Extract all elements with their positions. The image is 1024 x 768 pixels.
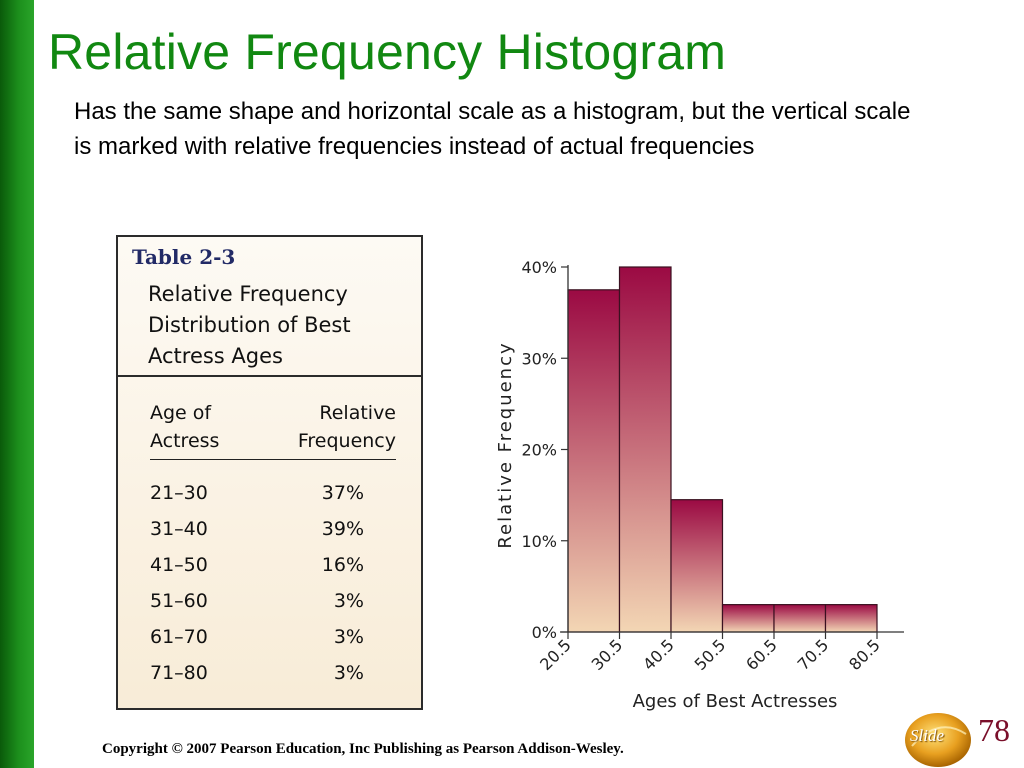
y-axis-label: Relative Frequency [495,341,516,548]
age-cell: 71–80 [150,662,208,684]
axes-group [560,265,904,633]
age-cell: 51–60 [150,590,208,612]
histogram-bar [670,499,724,633]
x-tick-label: 70.5 [794,635,833,674]
relative-frequency-cell: 39% [321,518,364,540]
column-header-line: Frequency [297,430,396,452]
column-header-line: Actress [150,430,220,452]
x-tick-label: 40.5 [639,635,678,674]
relative-frequency-cell: 3% [333,590,364,612]
relative-frequency-cell: 3% [333,626,364,648]
table-label: Table 2-3 [132,245,236,269]
histogram-bar [567,289,621,633]
table-row: 71–80 3% [150,662,396,698]
histogram-bar [824,604,878,633]
y-tick-label: 0% [532,623,557,642]
slide-number: 78 [978,712,1010,748]
x-axis-label: Ages of Best Actresses [633,691,838,712]
column-header-relative-frequency: Relative Frequency [286,399,396,455]
histogram-bar [773,604,827,633]
y-tick-label: 10% [521,532,557,551]
column-header-age: Age of Actress [150,399,219,455]
relative-frequency-cell: 37% [321,482,364,504]
table-caption-line: Relative Frequency [148,282,348,306]
histogram-bar [721,604,775,633]
table-row: 51–60 3% [150,590,396,626]
relative-frequency-histogram: 0%10%20%30%40%20.5 30.5 40.5 50.5 60.5 70.5 80… [495,258,904,712]
column-header-line: Age of [150,402,212,424]
age-cell: 21–30 [150,482,208,504]
bar-group [567,266,878,633]
x-tick-label: 60.5 [742,635,781,674]
table-row: 61–70 3% [150,626,396,662]
copyright-footer: Copyright © 2007 Pearson Education, Inc … [102,741,624,757]
x-tick-label: 80.5 [845,635,884,674]
header-rule [150,459,396,460]
column-header-line: Relative [319,402,396,424]
table-header: Table 2-3 Relative Frequency Distributio… [118,237,421,377]
histogram-bar [618,266,672,633]
y-tick-label: 30% [521,349,557,368]
slide-subtitle: Has the same shape and horizontal scale … [74,98,911,160]
table-caption: Relative Frequency Distribution of Best … [148,279,418,372]
age-cell: 31–40 [150,518,208,540]
left-accent-bar [0,0,34,768]
x-tick-label: 50.5 [691,635,730,674]
x-tick-label: 30.5 [588,635,627,674]
age-cell: 61–70 [150,626,208,648]
y-tick-label: 20% [521,441,557,460]
relative-frequency-cell: 16% [321,554,364,576]
table-row: 21–30 37% [150,482,396,518]
slide-word: Slide [910,726,944,745]
table-caption-line: Distribution of Best [148,313,351,337]
table-row: 31–40 39% [150,518,396,554]
table-caption-line: Actress Ages [148,344,283,368]
table-row: 41–50 16% [150,554,396,590]
frequency-table: Table 2-3 Relative Frequency Distributio… [116,235,423,710]
slide-badge-icon [905,713,971,767]
age-cell: 41–50 [150,554,208,576]
slide-title: Relative Frequency Histogram [48,24,727,80]
relative-frequency-cell: 3% [333,662,364,684]
y-tick-label: 40% [521,258,557,277]
